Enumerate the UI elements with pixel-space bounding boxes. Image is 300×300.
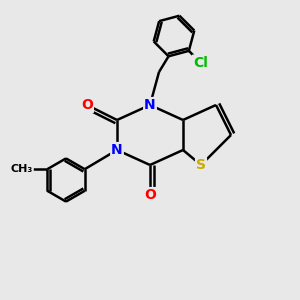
Text: O: O [144,188,156,202]
Text: S: S [196,158,206,172]
Text: N: N [144,98,156,112]
Text: N: N [111,143,123,157]
Text: CH₃: CH₃ [11,164,33,174]
Text: O: O [81,98,93,112]
Text: Cl: Cl [193,56,208,70]
